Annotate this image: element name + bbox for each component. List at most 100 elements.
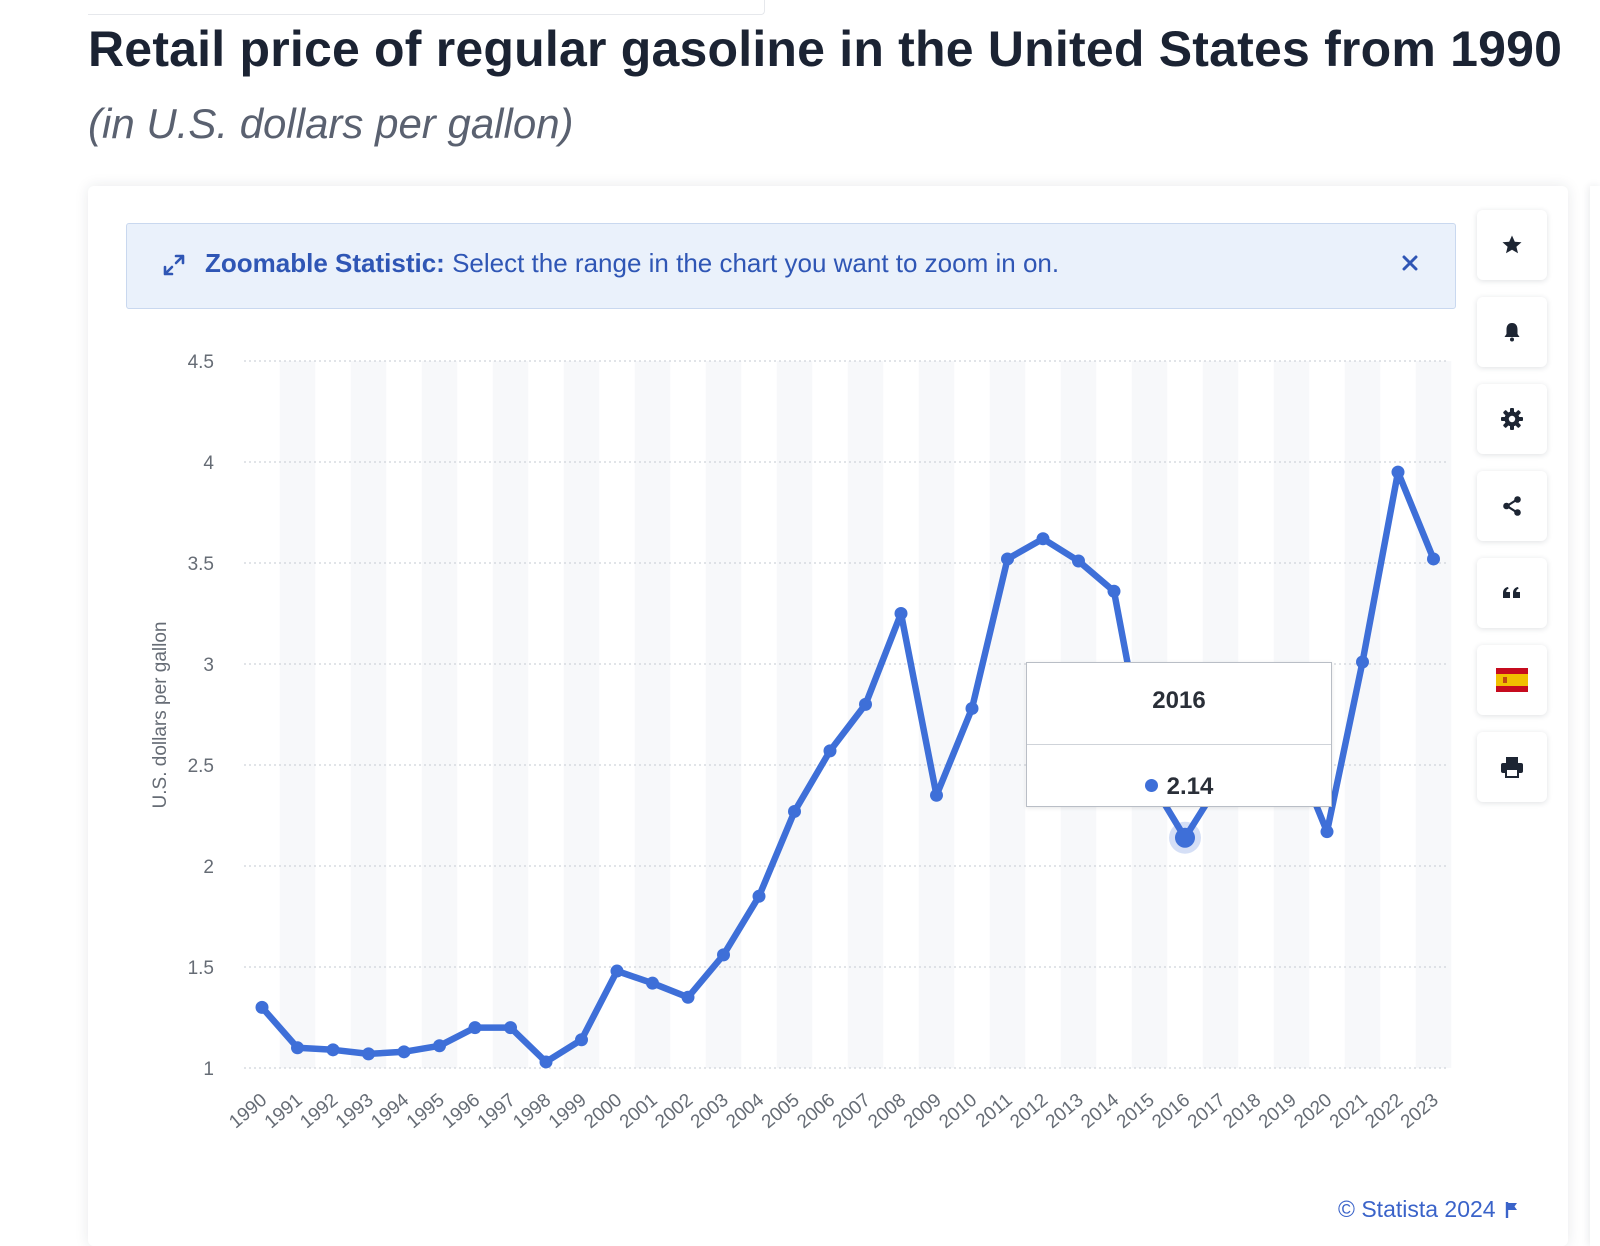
settings-button[interactable] (1477, 384, 1547, 454)
favorite-button[interactable] (1477, 210, 1547, 280)
data-point[interactable] (539, 1055, 553, 1069)
data-point[interactable] (1001, 552, 1014, 566)
page-subtitle: (in U.S. dollars per gallon) (88, 100, 574, 147)
data-point[interactable] (255, 1000, 269, 1014)
data-point[interactable] (575, 1033, 588, 1047)
y-axis-label: U.S. dollars per gallon (150, 622, 171, 809)
page-title: Retail price of regular gasoline in the … (88, 21, 1563, 77)
close-banner-button[interactable] (1393, 246, 1427, 280)
data-point[interactable] (965, 701, 979, 715)
x-tick-label: 1992 (296, 1090, 342, 1133)
zoom-banner: Zoomable Statistic: Select the range in … (126, 223, 1456, 309)
x-tick-label: 1996 (438, 1090, 484, 1133)
column-band (1415, 361, 1452, 1068)
zoom-banner-message: Zoomable Statistic: Select the range in … (205, 248, 1059, 279)
data-point[interactable] (326, 1043, 340, 1057)
x-tick-label: 2020 (1290, 1090, 1336, 1133)
statista-credit[interactable]: © Statista 2024 (1338, 1196, 1520, 1223)
y-tick-label: 2 (203, 857, 214, 878)
data-point[interactable] (1036, 532, 1050, 546)
spain-flag-icon (1496, 668, 1528, 692)
column-band (492, 361, 529, 1068)
top-stub (88, 0, 765, 15)
bell-icon (1504, 323, 1520, 342)
flag-icon (1505, 1201, 1517, 1218)
x-tick-label: 1993 (332, 1090, 378, 1133)
chart-toolbar (1477, 210, 1549, 819)
adjacent-panel-edge (1590, 186, 1600, 1246)
x-tick-label: 2022 (1361, 1090, 1407, 1133)
x-tick-label: 2008 (864, 1090, 910, 1133)
data-point[interactable] (930, 788, 943, 802)
x-tick-label: 2007 (829, 1090, 875, 1133)
expand-icon (161, 252, 187, 278)
data-point[interactable] (1072, 554, 1085, 568)
data-point[interactable] (1107, 584, 1121, 598)
x-tick-label: 1994 (367, 1089, 413, 1133)
x-tick-label: 2011 (972, 1090, 1017, 1132)
column-band (421, 361, 458, 1068)
notification-button[interactable] (1477, 297, 1547, 367)
data-point[interactable] (291, 1041, 304, 1055)
data-point[interactable] (823, 744, 837, 758)
zoom-banner-label: Zoomable Statistic: (205, 248, 445, 278)
share-button[interactable] (1477, 471, 1547, 541)
column-band (350, 361, 387, 1068)
data-point[interactable] (1427, 552, 1440, 566)
cite-button[interactable] (1477, 558, 1547, 628)
data-point[interactable] (1356, 655, 1369, 669)
y-tick-label: 3.5 (188, 554, 214, 575)
data-point[interactable] (894, 607, 908, 620)
y-tick-label: 2.5 (188, 756, 214, 777)
y-tick-label: 1 (203, 1059, 214, 1080)
data-point[interactable] (752, 889, 766, 903)
x-tick-label: 2017 (1184, 1090, 1230, 1133)
printer-icon (1501, 757, 1523, 778)
zoom-banner-text: Select the range in the chart you want t… (452, 248, 1060, 278)
x-tick-label: 2019 (1255, 1090, 1301, 1133)
y-tick-label: 4.5 (188, 352, 214, 373)
x-tick-label: 2006 (793, 1090, 839, 1133)
data-point[interactable] (1175, 827, 1195, 848)
data-point[interactable] (362, 1047, 375, 1061)
x-tick-label: 2001 (616, 1090, 662, 1133)
data-point[interactable] (397, 1045, 411, 1059)
data-tooltip: 2016 2.14 (1026, 662, 1332, 807)
x-tick-label: 2016 (1148, 1090, 1194, 1133)
x-tick-label: 2010 (935, 1090, 981, 1133)
data-point[interactable] (681, 990, 695, 1004)
column-band (563, 361, 600, 1068)
x-tick-label: 2002 (651, 1090, 697, 1133)
column-band (634, 361, 671, 1068)
x-tick-label: 1995 (403, 1090, 449, 1133)
tooltip-divider (1027, 744, 1331, 745)
data-point[interactable] (504, 1021, 517, 1035)
data-point[interactable] (646, 976, 659, 990)
data-point[interactable] (717, 948, 730, 962)
column-band (279, 361, 316, 1068)
x-tick-label: 2000 (580, 1090, 626, 1133)
x-tick-label: 2004 (722, 1089, 768, 1133)
data-point[interactable] (433, 1039, 446, 1053)
quote-icon (1503, 587, 1520, 598)
data-point[interactable] (1320, 825, 1334, 839)
data-point[interactable] (610, 964, 624, 978)
data-point[interactable] (788, 804, 801, 818)
x-tick-label: 2018 (1219, 1090, 1265, 1133)
credit-text: © Statista 2024 (1338, 1196, 1496, 1222)
close-icon (1402, 255, 1418, 271)
column-band (776, 361, 813, 1068)
data-point[interactable] (468, 1021, 482, 1035)
gear-icon (1501, 408, 1523, 430)
y-tick-label: 1.5 (188, 958, 214, 979)
data-point[interactable] (859, 697, 872, 711)
print-button[interactable] (1477, 732, 1547, 802)
x-tick-label: 1997 (474, 1090, 520, 1133)
data-point[interactable] (1391, 465, 1405, 479)
y-tick-label: 3 (203, 655, 214, 676)
language-button[interactable] (1477, 645, 1547, 715)
column-bands (279, 361, 1452, 1068)
x-tick-label: 2014 (1077, 1089, 1123, 1133)
tooltip-year: 2016 (1152, 687, 1206, 714)
